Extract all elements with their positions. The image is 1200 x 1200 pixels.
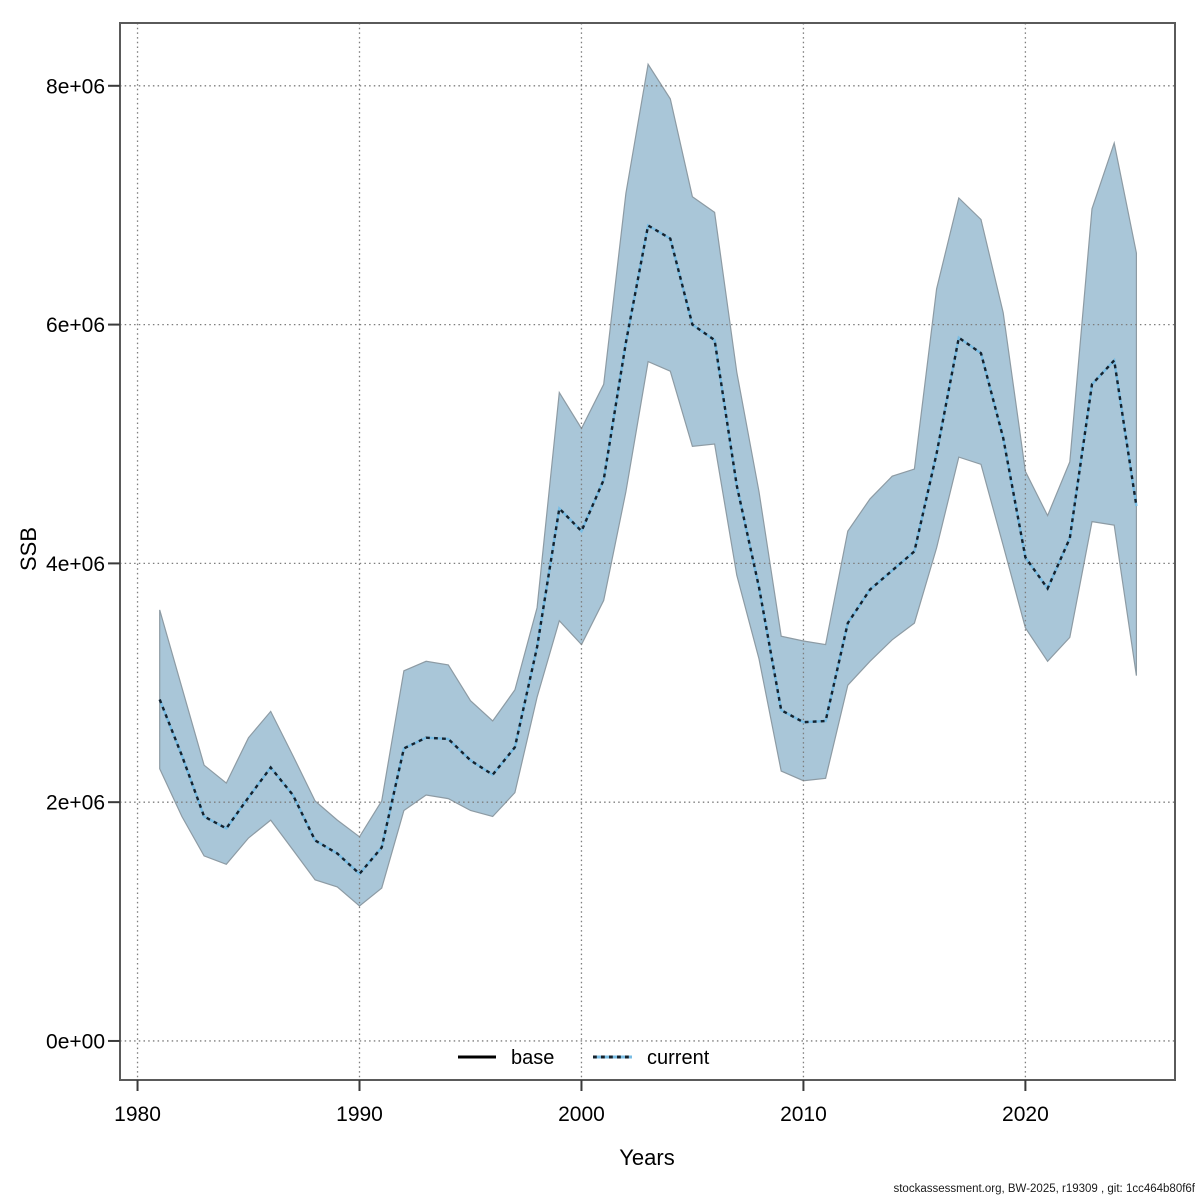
x-tick-label: 2010 (780, 1103, 827, 1126)
x-axis-title: Years (619, 1145, 674, 1170)
y-tick-label: 8e+06 (46, 75, 105, 98)
x-tick-label: 2020 (1002, 1103, 1049, 1126)
legend-label-current: current (647, 1047, 710, 1069)
legend-label-base: base (511, 1047, 554, 1069)
x-axis-tick-labels: 1980 1990 2000 2010 2020 (114, 1103, 1049, 1126)
y-tick-label: 4e+06 (46, 553, 105, 576)
x-tick-label: 1980 (114, 1103, 161, 1126)
confidence-band (159, 62, 1138, 907)
y-axis-tick-labels: 0e+00 2e+06 4e+06 6e+06 8e+06 (46, 75, 105, 1053)
y-tick-label: 6e+06 (46, 314, 105, 337)
y-axis-title: SSB (16, 527, 41, 571)
footer-note: stockassessment.org, BW-2025, r19309 , g… (893, 1183, 1195, 1195)
current-line (158, 223, 1138, 876)
y-tick-label: 0e+00 (46, 1030, 105, 1053)
plot-border (119, 22, 1176, 1081)
gridlines (120, 23, 1175, 1080)
x-tick-label: 1990 (336, 1103, 383, 1126)
y-tick-label: 2e+06 (46, 792, 105, 815)
x-tick-label: 2000 (558, 1103, 605, 1126)
legend: base current (458, 1047, 710, 1069)
x-axis-ticks (136, 1080, 1027, 1091)
y-axis-ticks (108, 84, 120, 1042)
